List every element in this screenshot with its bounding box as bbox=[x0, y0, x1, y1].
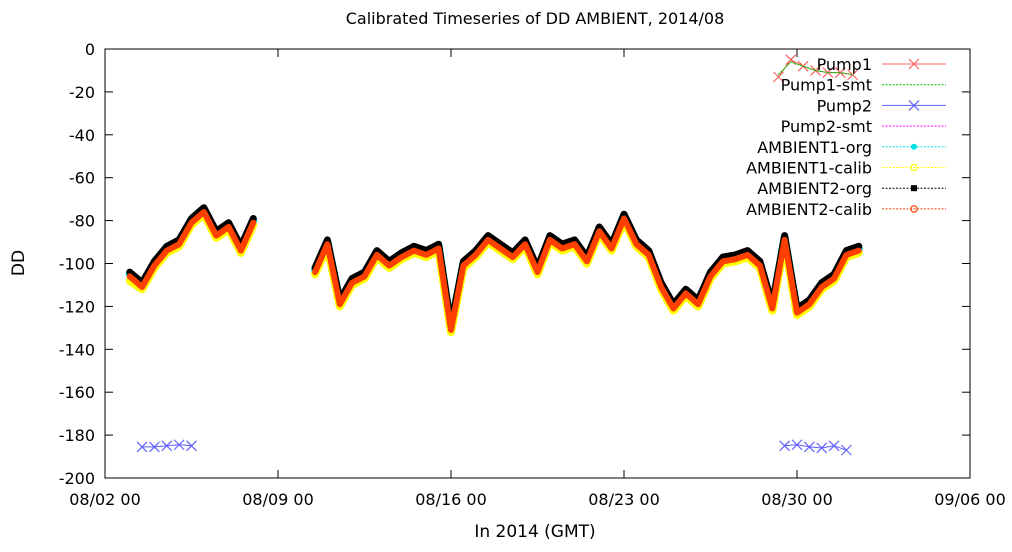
y-tick-label: -140 bbox=[59, 340, 95, 359]
series-line bbox=[312, 215, 862, 333]
marker-stroke bbox=[797, 60, 809, 72]
x-tick-label: 08/30 00 bbox=[761, 490, 833, 509]
legend-label: Pump2-smt bbox=[781, 117, 872, 136]
data-point bbox=[773, 71, 784, 83]
data-point bbox=[161, 440, 173, 452]
legend-marker bbox=[910, 205, 918, 213]
legend-label: AMBIENT1-org bbox=[757, 138, 872, 157]
y-tick-label: -100 bbox=[59, 255, 95, 274]
marker-stroke bbox=[773, 71, 784, 83]
legend-marker bbox=[908, 99, 920, 111]
legend-entry: AMBIENT1-calib bbox=[746, 159, 946, 178]
marker-stroke bbox=[816, 442, 828, 454]
data-point bbox=[136, 441, 148, 453]
x-tick-label: 08/16 00 bbox=[415, 490, 487, 509]
x-tick-label: 08/09 00 bbox=[242, 490, 314, 509]
y-axis-label: DD bbox=[9, 250, 29, 276]
legend-label: Pump1 bbox=[817, 55, 872, 74]
legend-marker bbox=[910, 163, 918, 172]
y-tick-label: -60 bbox=[69, 169, 95, 188]
legend-marker bbox=[911, 185, 917, 192]
series-ambient2-calib bbox=[126, 209, 862, 333]
marker-stroke bbox=[136, 441, 148, 453]
series-line bbox=[784, 444, 847, 451]
legend-label: AMBIENT2-org bbox=[757, 179, 872, 198]
y-tick-label: -20 bbox=[69, 83, 95, 102]
data-point bbox=[186, 440, 197, 452]
marker-stroke bbox=[186, 440, 197, 452]
series-pump1-smt bbox=[778, 61, 854, 76]
data-point bbox=[149, 441, 160, 453]
legend-entry: Pump2-smt bbox=[781, 117, 946, 136]
data-point bbox=[841, 444, 852, 456]
y-tick-label: -120 bbox=[59, 297, 95, 316]
series-layer bbox=[125, 54, 863, 466]
x-axis-label: In 2014 (GMT) bbox=[474, 522, 595, 542]
data-point bbox=[803, 441, 815, 453]
y-tick-label: -200 bbox=[59, 469, 95, 488]
marker-stroke bbox=[841, 444, 852, 456]
legend-entry: AMBIENT2-org bbox=[757, 179, 946, 198]
series-pump2 bbox=[136, 439, 852, 456]
x-axis: 08/02 00 08/09 00 08/16 00 08/23 00 08/30 00… bbox=[69, 49, 1006, 509]
series-line bbox=[126, 209, 257, 291]
x-tick-label: 08/23 00 bbox=[588, 490, 660, 509]
legend-entry: Pump1-smt bbox=[781, 76, 946, 95]
marker-stroke bbox=[908, 58, 920, 70]
legend-label: Pump1-smt bbox=[781, 76, 872, 95]
series-line bbox=[778, 61, 854, 76]
legend-entry: AMBIENT2-calib bbox=[746, 200, 946, 219]
marker-stroke bbox=[149, 441, 160, 453]
data-point bbox=[173, 439, 185, 451]
legend-label: Pump2 bbox=[817, 96, 872, 115]
y-tick-label: 0 bbox=[85, 40, 95, 59]
data-point bbox=[828, 440, 840, 452]
marker-stroke bbox=[908, 99, 920, 111]
y-axis: 0 -20 -40 -60 -80 -100 -120 -140 -160 -180 -200 bbox=[59, 40, 970, 488]
marker-stroke bbox=[785, 54, 797, 66]
legend-marker bbox=[911, 143, 917, 150]
marker-stroke bbox=[161, 440, 173, 452]
marker-stroke bbox=[803, 441, 815, 453]
legend-label: AMBIENT2-calib bbox=[746, 200, 872, 219]
legend-entry: Pump2 bbox=[817, 96, 946, 115]
marker-stroke bbox=[779, 440, 791, 452]
y-tick-label: -160 bbox=[59, 383, 95, 402]
data-point bbox=[816, 442, 828, 454]
x-tick-label: 08/02 00 bbox=[69, 490, 141, 509]
data-point bbox=[797, 60, 809, 72]
y-tick-label: -80 bbox=[69, 212, 95, 231]
legend-entry: Pump1 bbox=[817, 55, 946, 74]
data-point bbox=[779, 440, 791, 452]
y-tick-label: -180 bbox=[59, 426, 95, 445]
legend-entry: AMBIENT1-org bbox=[757, 138, 946, 157]
marker-stroke bbox=[173, 439, 185, 451]
legend-marker bbox=[908, 58, 920, 70]
legend-label: AMBIENT1-calib bbox=[746, 159, 872, 178]
y-tick-label: -40 bbox=[69, 126, 95, 145]
x-tick-label: 09/06 00 bbox=[934, 490, 1006, 509]
marker-stroke bbox=[828, 440, 840, 452]
marker-stroke bbox=[791, 439, 803, 451]
data-point bbox=[791, 439, 803, 451]
chart-title: Calibrated Timeseries of DD AMBIENT, 201… bbox=[346, 9, 725, 28]
